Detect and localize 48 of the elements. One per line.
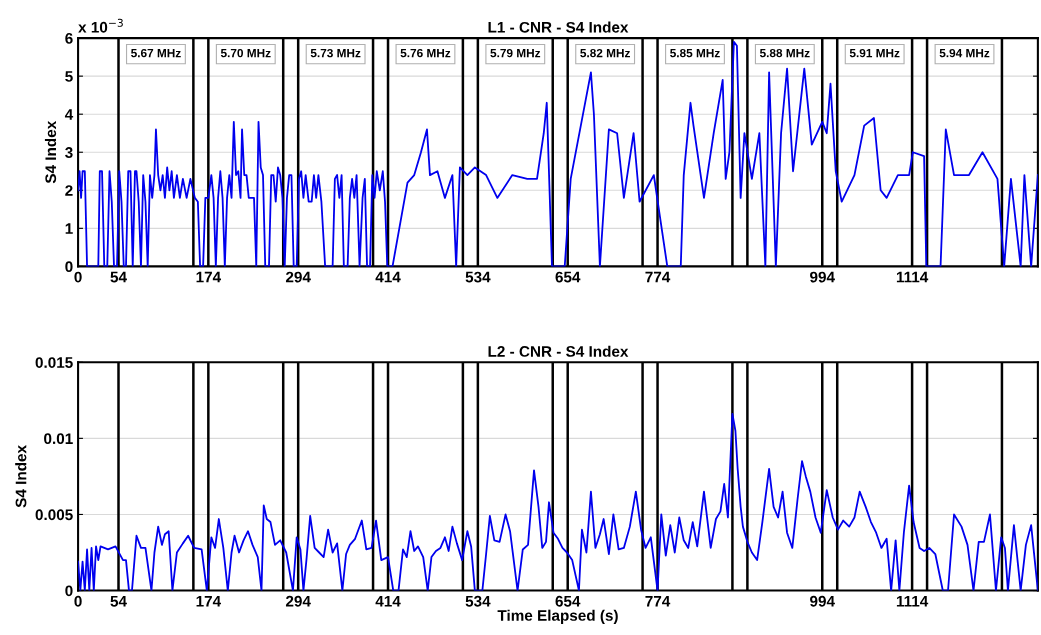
x-tick-label: 654	[555, 271, 581, 283]
y-tick-label: 0.01	[44, 433, 73, 445]
x-tick-label: 534	[465, 271, 491, 283]
x-axis-title: Time Elapsed (s)	[497, 609, 618, 624]
y-tick-label: 2	[65, 185, 73, 196]
annotation: 5.73 MHz	[310, 48, 361, 58]
x-tick-label: 54	[110, 271, 127, 283]
x-tick-label: 774	[645, 595, 671, 607]
y-tick-label: 4	[64, 109, 74, 120]
x-tick-label: 294	[285, 595, 311, 607]
annotation: 5.88 MHz	[759, 48, 810, 58]
y-tick-label: 1	[65, 223, 73, 234]
annotation: 5.70 MHz	[220, 48, 271, 58]
y-tick-label: 0.005	[35, 509, 73, 521]
annotation: 5.79 MHz	[490, 48, 541, 58]
chart-title: L1 - CNR - S4 Index	[488, 21, 629, 33]
x-tick-label: 0	[74, 595, 82, 607]
y-tick-label: 3	[65, 147, 73, 158]
x-tick-label: 174	[196, 595, 222, 607]
x-tick-label: 414	[375, 595, 401, 607]
annotation: 5.82 MHz	[580, 48, 630, 58]
y-axis-title: S4 Index	[44, 120, 57, 184]
x-tick-label: 414	[375, 271, 401, 283]
line-series	[78, 40, 1038, 267]
x-tick-label: 174	[196, 271, 222, 283]
annotation: 5.91 MHz	[849, 48, 900, 58]
x-tick-label: 294	[285, 271, 311, 283]
x-tick-label: 994	[810, 595, 835, 607]
y-tick-label: 5	[65, 71, 73, 82]
y-axis-title: S4 Index	[15, 445, 27, 508]
y-tick-label: 0	[65, 261, 73, 273]
annotation: 5.67 MHz	[131, 48, 181, 58]
y-tick-label: 0.015	[35, 357, 73, 368]
x-tick-label: 54	[110, 595, 127, 607]
annotation: 5.94 MHz	[939, 48, 990, 58]
x-tick-label: 0	[74, 271, 82, 283]
x-tick-label: 534	[465, 595, 491, 607]
x-tick-label: 994	[810, 271, 835, 283]
annotation: 5.76 MHz	[400, 48, 451, 58]
y-tick-label: 0	[65, 585, 73, 597]
x-tick-label: 774	[645, 271, 671, 283]
x-tick-label: 1114	[896, 595, 929, 607]
chart-title: L2 - CNR - S4 Index	[488, 345, 629, 357]
x-tick-label: 654	[555, 595, 581, 607]
annotation: 5.85 MHz	[670, 48, 720, 58]
y-tick-label: 6	[65, 32, 73, 44]
x-tick-label: 1114	[896, 271, 929, 283]
text: x 10$^{−3}$	[78, 18, 123, 33]
